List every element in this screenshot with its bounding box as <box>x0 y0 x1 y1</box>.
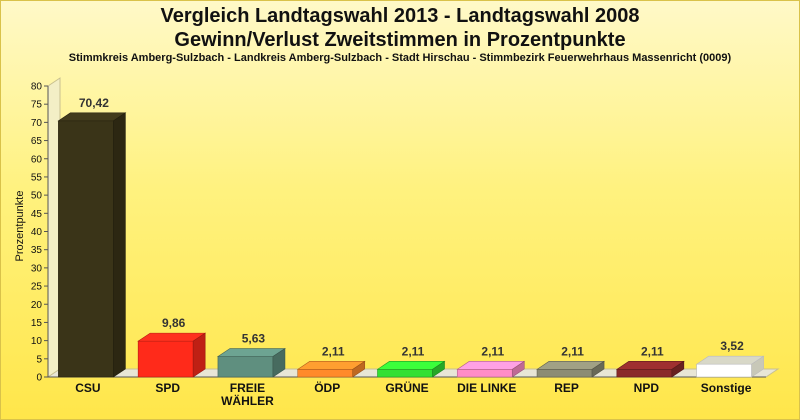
bar-0 <box>58 120 114 378</box>
bar-4 <box>377 369 433 378</box>
bar-value-label-7: 2,11 <box>641 344 664 358</box>
y-tick-label: 70 <box>31 118 43 129</box>
bar-side-6 <box>591 360 605 378</box>
bar-side-3 <box>352 360 366 378</box>
y-tick-label: 15 <box>31 318 43 329</box>
category-label-7: NPD <box>634 381 660 395</box>
y-tick-label: 80 <box>31 82 43 93</box>
y-tick-label: 20 <box>31 300 43 311</box>
bar-value-label-5: 2,11 <box>481 344 504 358</box>
bar-side-8 <box>751 355 764 378</box>
bar-value-label-2: 5,63 <box>242 332 266 346</box>
chart-title: Vergleich Landtagswahl 2013 - Landtagswa… <box>0 4 800 52</box>
chart-subtitle: Stimmkreis Amberg-Sulzbach - Landkreis A… <box>68 52 732 64</box>
bar-side-2 <box>272 347 286 378</box>
bar-side-5 <box>511 360 525 378</box>
bar-6 <box>536 369 593 378</box>
bar-side-7 <box>671 360 685 378</box>
bar-value-label-1: 9,86 <box>162 316 186 330</box>
y-tick-label: 10 <box>31 336 43 347</box>
category-label-0: CSU <box>75 381 100 395</box>
bar-5 <box>456 369 513 378</box>
y-tick-label: 75 <box>31 100 43 111</box>
bar-value-label-3: 2,11 <box>322 344 345 358</box>
bar-side-4 <box>432 360 445 378</box>
bar-2 <box>217 356 274 378</box>
y-tick-label: 40 <box>31 227 43 238</box>
chart-title-line2: Gewinn/Verlust Zweitstimmen in Prozentpu… <box>174 29 626 51</box>
category-label-8: Sonstige <box>701 381 752 395</box>
bar-value-label-0: 70,42 <box>79 96 109 110</box>
bar-side-1 <box>192 332 206 378</box>
category-label-1: SPD <box>155 381 180 395</box>
y-tick-label: 60 <box>31 154 43 165</box>
y-tick-label: 25 <box>31 282 43 293</box>
category-label-6: REP <box>554 381 579 395</box>
bar-1 <box>137 340 194 378</box>
bar-7 <box>616 369 673 378</box>
bar-value-label-4: 2,11 <box>402 344 425 358</box>
y-tick-label: 65 <box>31 136 43 147</box>
category-label-5: DIE LINKE <box>457 381 516 395</box>
y-tick-label: 50 <box>31 191 43 202</box>
bar-3 <box>297 369 354 378</box>
y-tick-label: 30 <box>31 263 43 274</box>
y-tick-label: 45 <box>31 209 43 220</box>
category-label-2: FREIE <box>230 381 265 395</box>
bar-value-label-6: 2,11 <box>561 344 584 358</box>
bar-side-0 <box>113 112 126 378</box>
bar-8 <box>696 363 752 378</box>
y-tick-label: 0 <box>36 373 42 384</box>
category-label-3: ÖDP <box>314 380 340 395</box>
y-tick-label: 35 <box>31 245 43 256</box>
category-label-2: WÄHLER <box>221 393 274 408</box>
chart-title-line1: Vergleich Landtagswahl 2013 - Landtagswa… <box>160 5 640 27</box>
y-tick-label: 5 <box>36 354 42 365</box>
category-label-4: GRÜNE <box>385 380 428 395</box>
y-tick-label: 55 <box>31 172 43 183</box>
bar-value-label-8: 3,52 <box>720 339 744 353</box>
